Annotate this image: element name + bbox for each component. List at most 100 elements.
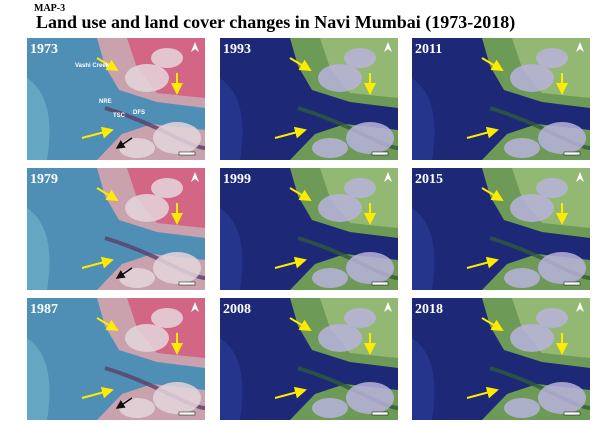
urban-area	[151, 48, 183, 68]
year-label: 2018	[415, 302, 443, 317]
land-patch	[127, 38, 205, 98]
map-number: MAP-3	[34, 3, 65, 14]
urban-area	[510, 64, 554, 92]
year-label: 1987	[30, 302, 58, 317]
urban-area	[346, 382, 394, 414]
scale-bar	[178, 281, 196, 286]
water-shade	[220, 338, 243, 420]
map-panel: 2015	[412, 168, 591, 290]
water-body	[27, 298, 205, 420]
land-patch	[512, 38, 590, 98]
land-patch	[127, 168, 205, 228]
land-patch	[512, 298, 590, 358]
urban-area	[119, 268, 155, 288]
water-body	[27, 38, 205, 160]
map-panel: 1979	[27, 168, 206, 290]
urban-area	[504, 268, 540, 288]
year-label: 1999	[223, 172, 251, 187]
water-body	[220, 298, 398, 420]
year-label: 2008	[223, 302, 251, 317]
urban-area	[504, 398, 540, 418]
indicator-arrow	[481, 57, 504, 72]
water-body	[27, 168, 205, 290]
map-panel: 2008	[220, 298, 399, 420]
urban-area	[318, 64, 362, 92]
indicator-arrow	[81, 126, 114, 139]
north-arrow	[384, 42, 392, 52]
north-arrow	[576, 302, 584, 312]
scale-bar	[178, 411, 196, 416]
indicator-arrow	[274, 386, 307, 399]
north-arrow	[191, 302, 199, 312]
water-shade	[220, 78, 243, 160]
indicator-arrow	[274, 256, 307, 269]
urban-area	[504, 138, 540, 158]
north-arrow	[576, 172, 584, 182]
place-label: TSC	[113, 113, 126, 119]
map-title: Land use and land cover changes in Navi …	[36, 12, 515, 33]
land-patch	[512, 168, 590, 228]
urban-area	[344, 308, 376, 328]
urban-area	[153, 382, 201, 414]
year-label: 2015	[415, 172, 443, 187]
urban-area	[538, 382, 586, 414]
indicator-arrow	[96, 317, 119, 332]
indicator-arrow	[466, 386, 499, 399]
scale-bar	[371, 411, 389, 416]
urban-area	[536, 48, 568, 68]
indicator-arrow	[115, 137, 133, 149]
indicator-arrow	[274, 126, 307, 139]
water-body	[412, 38, 590, 160]
place-label: NRE	[99, 99, 112, 105]
scale-bar	[371, 281, 389, 286]
urban-area	[538, 122, 586, 154]
map-panel: 1993	[220, 38, 399, 160]
urban-area	[153, 252, 201, 284]
land-patch	[127, 298, 205, 358]
indicator-arrow	[115, 267, 133, 279]
north-arrow	[384, 302, 392, 312]
year-label: 2011	[415, 42, 442, 57]
urban-area	[125, 324, 169, 352]
water-shade	[27, 208, 50, 290]
urban-area	[312, 398, 348, 418]
land-patch	[320, 298, 398, 358]
urban-area	[119, 398, 155, 418]
urban-area	[510, 194, 554, 222]
north-arrow	[576, 42, 584, 52]
water-shade	[27, 338, 50, 420]
water-shade	[220, 208, 243, 290]
north-arrow	[191, 42, 199, 52]
north-arrow	[384, 172, 392, 182]
urban-area	[536, 178, 568, 198]
map-panel: 2011	[412, 38, 591, 160]
urban-area	[318, 324, 362, 352]
water-body	[412, 168, 590, 290]
water-shade	[412, 78, 435, 160]
land-patch	[320, 168, 398, 228]
place-label: DFS	[133, 110, 145, 116]
map-panel: 1987	[27, 298, 206, 420]
urban-area	[344, 178, 376, 198]
urban-area	[344, 48, 376, 68]
urban-area	[312, 138, 348, 158]
urban-area	[536, 308, 568, 328]
water-shade	[412, 338, 435, 420]
map-panel: 1999	[220, 168, 399, 290]
indicator-arrow	[81, 386, 114, 399]
indicator-arrow	[466, 256, 499, 269]
indicator-arrow	[289, 187, 312, 202]
water-body	[220, 168, 398, 290]
urban-area	[153, 122, 201, 154]
urban-area	[312, 268, 348, 288]
indicator-arrow	[289, 317, 312, 332]
year-label: 1993	[223, 42, 251, 57]
indicator-arrow	[481, 187, 504, 202]
urban-area	[538, 252, 586, 284]
indicator-arrow	[481, 317, 504, 332]
indicator-arrow	[96, 57, 119, 72]
urban-area	[346, 122, 394, 154]
water-shade	[27, 78, 50, 160]
urban-area	[125, 194, 169, 222]
